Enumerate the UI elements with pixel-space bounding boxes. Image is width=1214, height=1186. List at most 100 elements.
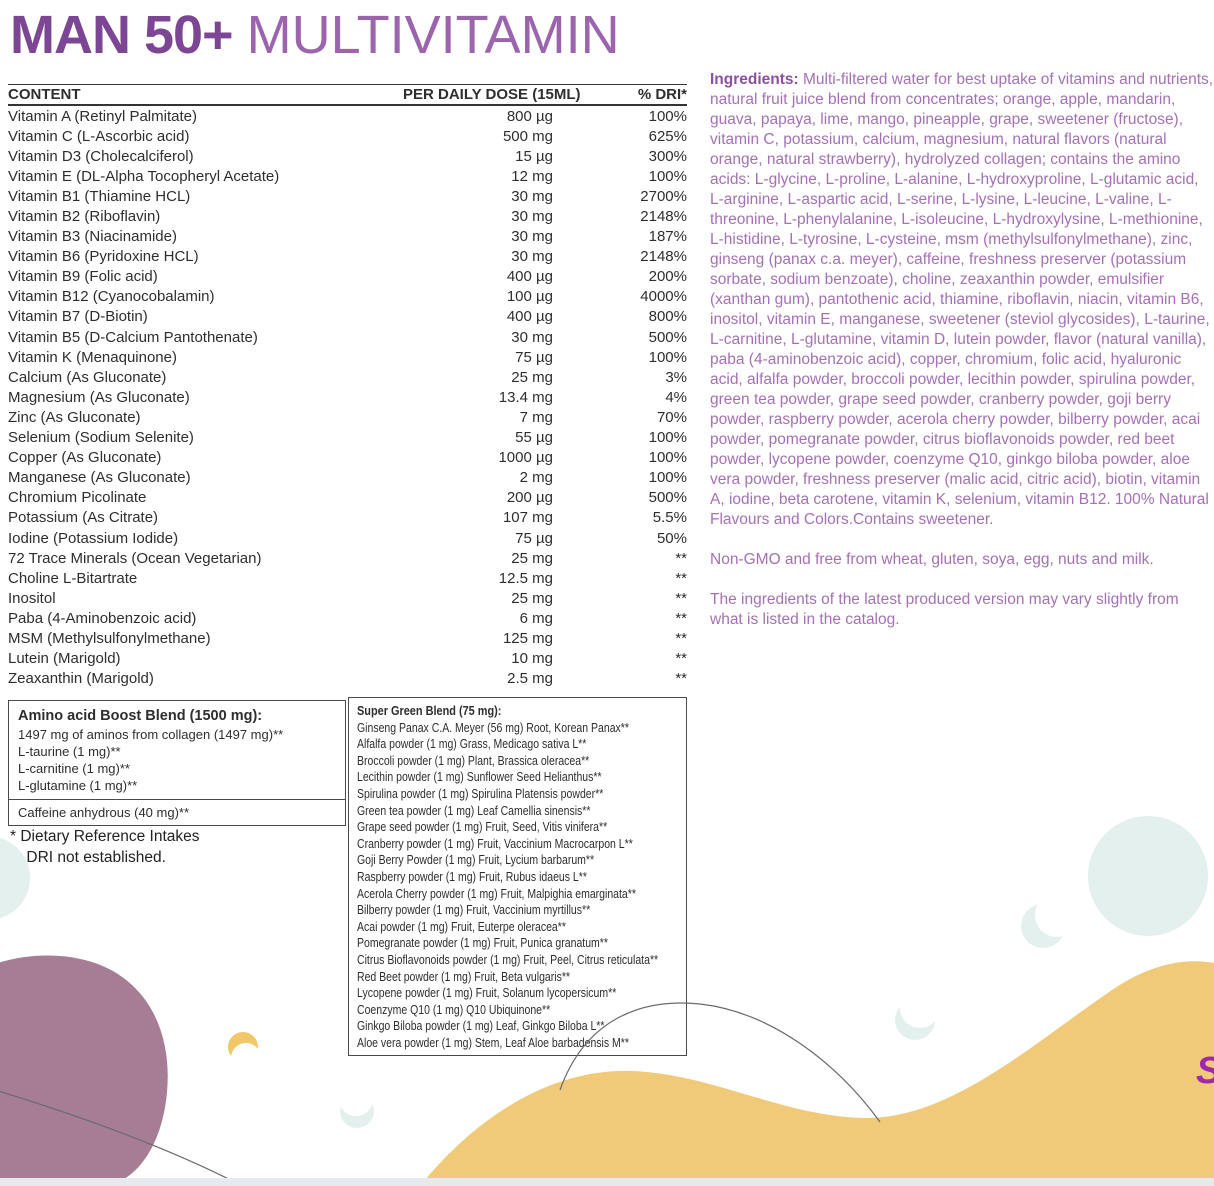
mint-crescent-middle	[895, 1000, 935, 1040]
nutrient-dri: **	[675, 549, 687, 567]
nutrient-name: Zinc (As Gluconate)	[8, 408, 141, 426]
table-row: Zinc (As Gluconate) 7 mg 70%	[8, 407, 687, 427]
table-row: Copper (As Gluconate) 1000 µg 100%	[8, 448, 687, 468]
nutrient-dri: **	[675, 609, 687, 627]
green-blend-item: Lycopene powder (1 mg) Fruit, Solanum ly…	[357, 986, 617, 1001]
super-green-blend-box: Super Green Blend (75 mg): Ginseng Panax…	[348, 697, 687, 1056]
amino-blend-item: L-glutamine (1 mg)**	[18, 778, 138, 793]
nutrient-name: Vitamin C (L-Ascorbic acid)	[8, 127, 190, 145]
mint-crescent-low	[340, 1094, 374, 1128]
green-blend-items: Ginseng Panax C.A. Meyer (56 mg) Root, K…	[357, 720, 678, 1052]
nutrient-dri: 300%	[648, 147, 687, 165]
ingredients-paragraph: Ingredients: Multi-filtered water for be…	[710, 70, 1214, 530]
ingredients-column: Ingredients: Multi-filtered water for be…	[710, 70, 1214, 630]
nutrient-dose: 800 µg	[506, 107, 553, 125]
nutrient-dose: 10 mg	[511, 650, 553, 668]
table-row: 72 Trace Minerals (Ocean Vegetarian) 25 …	[8, 548, 687, 568]
nutrient-name: Choline L-Bitartrate	[8, 569, 138, 587]
nutrient-name: MSM (Methylsulfonylmethane)	[8, 629, 211, 647]
nutrient-dose: 30 mg	[511, 328, 553, 346]
nutrient-name: Iodine (Potassium Iodide)	[8, 529, 179, 547]
nutrient-name: Vitamin E (DL-Alpha Tocopheryl Acetate)	[8, 167, 280, 185]
nutrient-dose: 107 mg	[502, 509, 553, 527]
footnote: * Dietary Reference Intakes	[10, 828, 200, 845]
nutrient-name: Vitamin B9 (Folic acid)	[8, 268, 158, 286]
nutrient-dose: 25 mg	[511, 589, 553, 607]
nutrient-dose: 30 mg	[511, 248, 553, 266]
nutrient-name: Vitamin B7 (D-Biotin)	[8, 308, 148, 326]
nutrient-name: Vitamin B12 (Cyanocobalamin)	[8, 288, 215, 306]
nutrient-name: Vitamin B6 (Pyridoxine HCL)	[8, 248, 199, 266]
green-blend-item: Alfalfa powder (1 mg) Grass, Medicago sa…	[357, 737, 587, 752]
green-blend-item: Raspberry powder (1 mg) Fruit, Rubus ida…	[357, 869, 587, 884]
nutrient-name: Magnesium (As Gluconate)	[8, 388, 190, 406]
table-row: Vitamin A (Retinyl Palmitate) 800 µg 100…	[8, 106, 687, 126]
table-row: Vitamin B12 (Cyanocobalamin) 100 µg 4000…	[8, 287, 687, 307]
nutrient-dose: 12 mg	[511, 167, 553, 185]
nutrient-dose: 400 µg	[506, 308, 553, 326]
ingredients-label: Ingredients:	[710, 71, 799, 88]
nutrient-name: Vitamin B2 (Riboflavin)	[8, 208, 161, 226]
nutrient-dri: 5.5%	[652, 509, 687, 527]
nutrient-name: Copper (As Gluconate)	[8, 449, 162, 467]
nutrient-name: Vitamin B3 (Niacinamide)	[8, 228, 177, 246]
nutrient-name: Inositol	[8, 589, 56, 607]
nutrient-dose: 125 mg	[502, 629, 553, 647]
amino-blend-item: 1497 mg of aminos from collagen (1497 mg…	[18, 727, 284, 742]
nutrient-name: 72 Trace Minerals (Ocean Vegetarian)	[8, 549, 262, 567]
green-blend-item: Ginseng Panax C.A. Meyer (56 mg) Root, K…	[357, 720, 629, 735]
table-row: Magnesium (As Gluconate) 13.4 mg 4%	[8, 387, 687, 407]
table-row: Vitamin B6 (Pyridoxine HCL) 30 mg 2148%	[8, 247, 687, 267]
allergen-statement: Non-GMO and free from wheat, gluten, soy…	[710, 551, 1154, 568]
green-blend-item: Lecithin powder (1 mg) Sunflower Seed He…	[357, 770, 602, 785]
crescent-cutout	[1035, 893, 1079, 937]
nutrient-dri: 187%	[648, 228, 687, 246]
nutrient-name: Vitamin A (Retinyl Palmitate)	[8, 107, 197, 125]
green-blend-item: Ginkgo Biloba powder (1 mg) Leaf, Ginkgo…	[357, 1019, 605, 1034]
nutrient-dri: 70%	[656, 408, 687, 426]
crescent-cutout	[900, 988, 940, 1028]
nutrient-dri: 200%	[648, 268, 687, 286]
nutrient-name: Calcium (As Gluconate)	[8, 368, 167, 386]
mint-crescent-right	[1021, 904, 1065, 948]
nutrition-table: CONTENT PER DAILY DOSE (15ML) % DRI* Vit…	[8, 84, 687, 689]
nutrient-name: Vitamin B1 (Thiamine HCL)	[8, 187, 191, 205]
nutrient-name: Vitamin B5 (D-Calcium Pantothenate)	[8, 328, 258, 346]
table-row: Vitamin E (DL-Alpha Tocopheryl Acetate) …	[8, 166, 687, 186]
header-content: CONTENT	[8, 86, 81, 103]
table-row: Lutein (Marigold) 10 mg **	[8, 649, 687, 669]
green-blend-item: Acerola Cherry powder (1 mg) Fruit, Malp…	[357, 886, 636, 901]
nutrient-dose: 30 mg	[511, 228, 553, 246]
nutrient-dri: 100%	[648, 167, 687, 185]
header-dose: PER DAILY DOSE (15ML)	[403, 86, 581, 103]
cut-off-letter-s: S	[1196, 1050, 1214, 1093]
nutrient-name: Chromium Picolinate	[8, 489, 147, 507]
table-row: Choline L-Bitartrate 12.5 mg **	[8, 568, 687, 588]
table-row: Vitamin D3 (Cholecalciferol) 15 µg 300%	[8, 146, 687, 166]
nutrient-dose: 13.4 mg	[498, 388, 553, 406]
nutrient-name: Zeaxanthin (Marigold)	[8, 670, 154, 688]
green-blend-item: Pomegranate powder (1 mg) Fruit, Punica …	[357, 936, 608, 951]
nutrient-name: Paba (4-Aminobenzoic acid)	[8, 609, 197, 627]
nutrient-dose: 200 µg	[506, 489, 553, 507]
nutrient-dri: 4000%	[640, 288, 687, 306]
crescent-cutout	[231, 1043, 261, 1073]
nutrient-dose: 6 mg	[519, 609, 553, 627]
green-blend-item: Broccoli powder (1 mg) Plant, Brassica o…	[357, 753, 590, 768]
nutrient-name: Lutein (Marigold)	[8, 650, 121, 668]
table-row: Zeaxanthin (Marigold) 2.5 mg **	[8, 669, 687, 689]
nutrient-dri: 500%	[648, 328, 687, 346]
green-blend-item: Acai powder (1 mg) Fruit, Euterpe olerac…	[357, 919, 566, 934]
nutrient-dose: 55 µg	[515, 429, 553, 447]
nutrient-dose: 75 µg	[515, 348, 553, 366]
yellow-crescent	[228, 1032, 258, 1062]
nutrient-dri: 625%	[648, 127, 687, 145]
table-row: Selenium (Sodium Selenite) 55 µg 100%	[8, 428, 687, 448]
nutrient-name: Vitamin K (Menaquinone)	[8, 348, 177, 366]
nutrient-dri: **	[675, 670, 687, 688]
nutrient-name: Potassium (As Citrate)	[8, 509, 159, 527]
green-blend-item: Red Beet powder (1 mg) Fruit, Beta vulga…	[357, 969, 571, 984]
nutrient-dri: 2700%	[640, 187, 687, 205]
amino-acid-blend-main: Amino acid Boost Blend (1500 mg): 1497 m…	[9, 701, 345, 799]
table-row: Potassium (As Citrate) 107 mg 5.5%	[8, 508, 687, 528]
